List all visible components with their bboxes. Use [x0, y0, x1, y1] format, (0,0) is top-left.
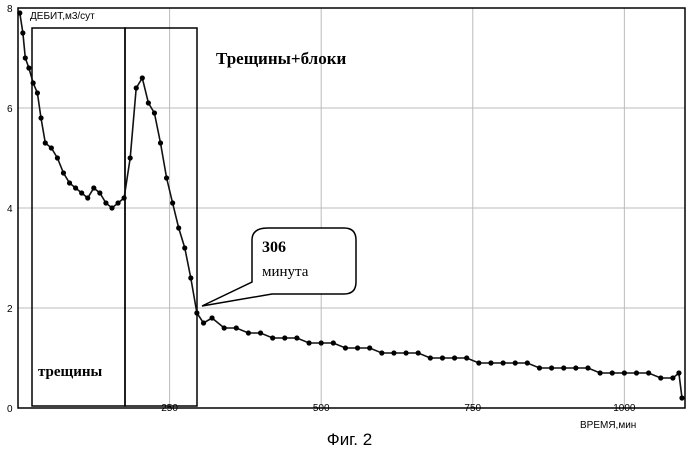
- data-point: [115, 200, 120, 205]
- data-point: [103, 200, 108, 205]
- data-point: [585, 365, 590, 370]
- data-point: [391, 350, 396, 355]
- x-tick-label: 500: [313, 403, 330, 414]
- data-point: [79, 190, 84, 195]
- y-tick-label: 2: [7, 304, 13, 315]
- y-axis-label: ДЕБИТ,м3/сут: [30, 11, 95, 22]
- data-point: [525, 360, 530, 365]
- data-point: [622, 370, 627, 375]
- data-point: [158, 140, 163, 145]
- data-point: [23, 55, 28, 60]
- x-tick-label: 1000: [613, 403, 636, 414]
- data-point: [440, 355, 445, 360]
- data-point: [38, 115, 43, 120]
- data-point: [194, 310, 199, 315]
- data-point: [355, 345, 360, 350]
- data-point: [43, 140, 48, 145]
- data-point: [452, 355, 457, 360]
- data-point: [270, 335, 275, 340]
- data-point: [222, 325, 227, 330]
- data-point: [306, 340, 311, 345]
- data-point: [146, 100, 151, 105]
- data-point: [134, 85, 139, 90]
- callout-minute-value: 306: [262, 239, 286, 256]
- data-point: [140, 75, 145, 80]
- annotation-fractures-blocks: Трещины+блоки: [216, 49, 347, 68]
- data-point: [188, 275, 193, 280]
- data-point: [428, 355, 433, 360]
- data-point: [343, 345, 348, 350]
- data-point: [513, 360, 518, 365]
- data-point: [598, 370, 603, 375]
- region-box-fractures: [32, 28, 125, 406]
- data-point: [209, 315, 214, 320]
- data-point: [97, 190, 102, 195]
- annotation-fractures: трещины: [38, 364, 103, 380]
- data-point: [379, 350, 384, 355]
- series-line: [17, 10, 684, 400]
- x-tick-label: 750: [464, 403, 481, 414]
- data-point: [646, 370, 651, 375]
- x-tick-label: 250: [161, 403, 178, 414]
- data-point: [122, 195, 127, 200]
- data-point: [182, 245, 187, 250]
- y-tick-label: 8: [7, 4, 13, 15]
- data-point: [109, 205, 114, 210]
- data-point: [258, 330, 263, 335]
- data-point: [176, 225, 181, 230]
- data-point: [246, 330, 251, 335]
- y-tick-label: 0: [7, 404, 13, 415]
- data-point: [670, 375, 675, 380]
- data-point: [170, 200, 175, 205]
- data-point: [294, 335, 299, 340]
- data-point: [85, 195, 90, 200]
- data-point: [549, 365, 554, 370]
- region-box-fractures-blocks: [125, 28, 197, 406]
- data-point: [152, 110, 157, 115]
- data-point: [234, 325, 239, 330]
- chart: 250 500 750 1000 0 2 4 6 8 ДЕБИТ,м3/сут ВРЕМЯ,ми…: [0, 0, 699, 430]
- data-point: [26, 65, 31, 70]
- data-point: [201, 320, 206, 325]
- data-point: [17, 10, 22, 15]
- data-point: [91, 185, 96, 190]
- data-point: [35, 90, 40, 95]
- data-point: [464, 355, 469, 360]
- data-point: [128, 155, 133, 160]
- series-path: [20, 13, 682, 398]
- data-point: [331, 340, 336, 345]
- data-point: [367, 345, 372, 350]
- data-point: [416, 350, 421, 355]
- data-point: [488, 360, 493, 365]
- data-point: [537, 365, 542, 370]
- data-point: [500, 360, 505, 365]
- data-point: [73, 185, 78, 190]
- data-point: [679, 395, 684, 400]
- x-axis-label: ВРЕМЯ,мин: [580, 420, 636, 430]
- data-point: [476, 360, 481, 365]
- data-point: [20, 30, 25, 35]
- callout-minute-unit: минута: [262, 264, 309, 280]
- data-point: [403, 350, 408, 355]
- data-point: [573, 365, 578, 370]
- data-point: [610, 370, 615, 375]
- y-tick-label: 4: [7, 204, 13, 215]
- data-point: [658, 375, 663, 380]
- data-point: [49, 145, 54, 150]
- figure-caption: Фиг. 2: [0, 430, 699, 450]
- data-point: [61, 170, 66, 175]
- data-point: [319, 340, 324, 345]
- data-point: [676, 370, 681, 375]
- data-point: [164, 175, 169, 180]
- y-tick-label: 6: [7, 104, 13, 115]
- data-point: [31, 80, 36, 85]
- data-point: [561, 365, 566, 370]
- data-point: [67, 180, 72, 185]
- data-point: [634, 370, 639, 375]
- data-point: [55, 155, 60, 160]
- data-point: [282, 335, 287, 340]
